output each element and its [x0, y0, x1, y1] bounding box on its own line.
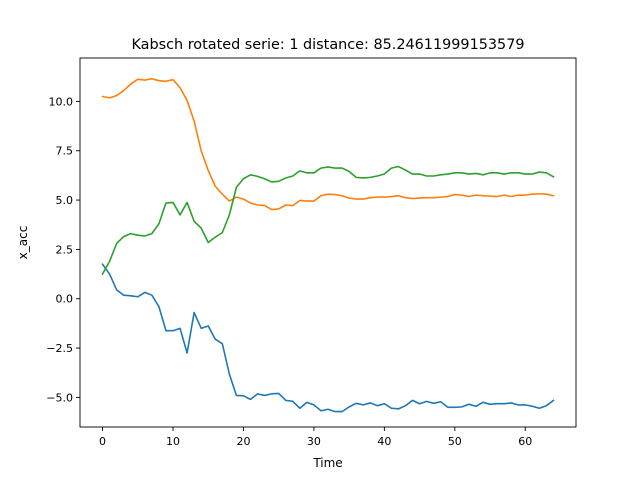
x-axis: 0 10 20 30 40 50 60 [99, 427, 532, 448]
series-layer [101, 77, 555, 413]
x-tick-label: 0 [99, 435, 106, 448]
y-tick-label: 2.5 [56, 243, 74, 256]
y-tick-label: −2.5 [46, 342, 73, 355]
y-tick-label: 7.5 [56, 145, 74, 158]
plot-background [80, 58, 576, 427]
plot-area [79, 57, 577, 428]
x-tick-label: 20 [236, 435, 250, 448]
y-tick-label: 0.0 [56, 293, 74, 306]
chart-title: Kabsch rotated serie: 1 distance: 85.246… [131, 37, 524, 53]
y-tick-label: 5.0 [56, 194, 74, 207]
y-axis-label: x_acc [16, 226, 30, 260]
x-tick-label: 30 [307, 435, 321, 448]
x-tick-label: 60 [518, 435, 532, 448]
series-line-1 [101, 263, 555, 413]
plot-frame [79, 57, 577, 428]
y-tick-label: 10.0 [49, 95, 74, 108]
x-tick-label: 50 [448, 435, 462, 448]
y-tick-label: −5.0 [46, 391, 73, 404]
y-axis: −5.0 −2.5 0.0 2.5 5.0 7.5 10.0 [46, 95, 80, 404]
series-line-2 [101, 77, 555, 211]
x-tick-label: 10 [166, 435, 180, 448]
x-tick-label: 40 [377, 435, 391, 448]
x-axis-label: Time [312, 456, 342, 470]
series-line-3 [101, 165, 555, 276]
